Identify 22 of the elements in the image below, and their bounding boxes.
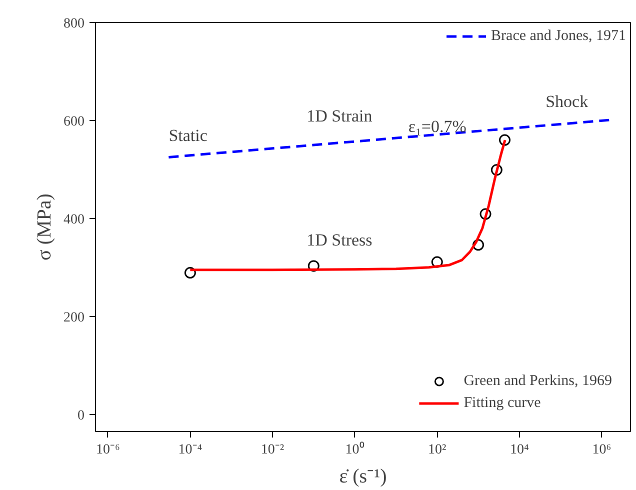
annotation: 1D Strain — [306, 106, 373, 126]
annotation: 1D Stress — [306, 230, 372, 250]
x-tick-label: 10⁶ — [592, 442, 612, 458]
y-tick-label: 400 — [64, 212, 84, 228]
y-tick-label: 200 — [64, 310, 84, 326]
y-tick-label: 600 — [64, 114, 84, 130]
annotation: ε₁=0.7% — [408, 116, 466, 136]
x-tick-label: 10⁴ — [510, 442, 529, 458]
x-tick-label: 10⁻² — [260, 442, 284, 458]
y-tick-label: 800 — [64, 16, 84, 32]
x-tick-label: 10⁻⁴ — [178, 442, 202, 458]
legend-label: Fitting curve — [464, 394, 541, 412]
legend-label: Brace and Jones, 1971 — [491, 28, 626, 44]
annotation: Static — [168, 126, 208, 145]
x-axis-title: ε̇ (s⁻¹) — [339, 466, 387, 488]
x-tick-label: 10⁻⁶ — [96, 442, 120, 458]
x-tick-label: 10² — [428, 442, 446, 458]
x-tick-label: 10⁰ — [345, 442, 364, 458]
y-axis-title: σ (MPa) — [34, 194, 56, 260]
y-tick-label: 0 — [78, 408, 84, 424]
legend-label: Green and Perkins, 1969 — [464, 372, 612, 390]
annotation: Shock — [546, 92, 589, 111]
